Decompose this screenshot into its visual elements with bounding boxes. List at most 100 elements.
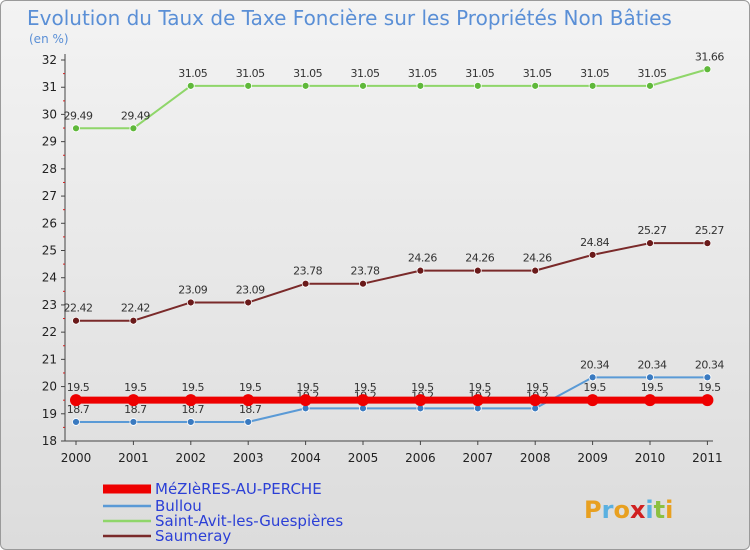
data-point [531, 81, 540, 90]
data-label: 20.34 [638, 358, 667, 371]
x-tick-label: 2010 [635, 451, 666, 465]
x-tick-label: 2001 [118, 451, 149, 465]
data-label: 25.27 [695, 224, 724, 237]
y-tick-label: 21 [42, 352, 57, 366]
y-tick-label: 28 [42, 162, 57, 176]
data-point [588, 81, 597, 90]
data-point [299, 394, 312, 407]
data-label: 18.7 [124, 403, 147, 416]
data-label: 19.5 [124, 381, 147, 394]
x-tick-label: 2003 [233, 451, 264, 465]
data-point [129, 124, 138, 133]
series-2: 18.718.718.718.719.219.219.219.219.220.3… [67, 358, 725, 426]
legend: MéZIèRES-AU-PERCHEBullouSaint-Avit-les-G… [103, 480, 343, 545]
y-tick-label: 26 [42, 216, 57, 230]
data-label: 23.09 [178, 283, 207, 296]
x-tick-label: 2000 [61, 451, 92, 465]
data-point [416, 81, 425, 90]
data-label: 29.49 [64, 109, 93, 122]
x-tick-label: 2002 [176, 451, 207, 465]
series-line [76, 376, 708, 423]
data-point [529, 394, 542, 407]
data-label: 25.27 [638, 224, 667, 237]
data-point [359, 81, 367, 90]
data-point [471, 394, 484, 407]
y-tick-label: 19 [42, 407, 57, 421]
series-3: 19.5 19.5 19.5 19.5 19.5 19.5 19.5 19.5 19.5 19.5… [67, 381, 722, 407]
data-point [301, 279, 310, 288]
y-tick-label: 24 [42, 271, 57, 285]
data-point [646, 373, 654, 382]
data-point [242, 394, 255, 407]
data-point [70, 394, 82, 407]
data-point [703, 65, 712, 74]
data-label: 19.5 [526, 381, 549, 394]
data-label: 31.05 [523, 67, 552, 80]
data-point [244, 81, 253, 90]
data-point [703, 373, 712, 382]
data-label: 23.09 [236, 283, 265, 296]
data-label: 22.42 [121, 302, 150, 315]
legend-label: MéZIèRES-AU-PERCHE [155, 480, 322, 498]
data-label: 20.34 [695, 358, 724, 371]
data-label: 31.05 [408, 67, 437, 80]
x-tick-label: 2005 [348, 451, 379, 465]
data-point [646, 239, 654, 248]
data-point [588, 373, 597, 382]
data-label: 29.49 [121, 109, 150, 122]
proxiti-wordmark: Proxiti [584, 496, 673, 524]
data-point [184, 394, 197, 407]
x-tick-label: 2008 [520, 451, 551, 465]
data-label: 31.05 [580, 67, 609, 80]
x-tick-label: 2011 [692, 451, 723, 465]
data-label: 19.5 [583, 381, 606, 394]
data-point [359, 279, 367, 288]
series-0: 29.49 29.49 31.05 31.05 31.05 31.05 31.05 31.05… [64, 50, 725, 133]
data-point [531, 266, 540, 275]
y-tick-label: 31 [42, 80, 57, 94]
data-point [644, 394, 656, 407]
data-label: 19.5 [296, 381, 319, 394]
data-label: 19.5 [354, 381, 377, 394]
data-point [473, 81, 482, 90]
x-tick-label: 2007 [463, 451, 494, 465]
data-label: 18.7 [239, 403, 262, 416]
axes: 18 19 20 21 22 23 24 25 26 27 28 29 30 31 32 2000 2001 20… [42, 53, 723, 465]
chart-title: Evolution du Taux de Taxe Foncière sur l… [27, 6, 672, 30]
data-point [129, 316, 138, 325]
data-point [129, 418, 138, 426]
y-tick-label: 29 [42, 135, 57, 149]
data-label: 19.5 [239, 381, 262, 394]
data-point [244, 418, 253, 426]
data-label: 31.05 [178, 67, 207, 80]
data-label: 31.66 [695, 50, 724, 63]
data-point [301, 81, 310, 90]
data-point [186, 418, 195, 426]
data-label: 19.5 [641, 381, 664, 394]
data-label: 24.26 [408, 252, 437, 265]
data-label: 19.5 [67, 381, 90, 394]
data-label: 19.5 [182, 381, 205, 394]
data-point [586, 394, 599, 407]
y-tick-label: 23 [42, 298, 57, 312]
data-label: 31.05 [351, 67, 380, 80]
data-label: 19.5 [698, 381, 721, 394]
y-tick-label: 32 [42, 53, 57, 67]
data-label: 31.05 [236, 67, 265, 80]
x-tick-label: 2009 [577, 451, 608, 465]
data-point [186, 81, 195, 90]
x-tick-label: 2006 [405, 451, 436, 465]
data-point [703, 239, 712, 248]
y-tick-label: 30 [42, 107, 57, 121]
series-line [76, 242, 708, 322]
data-label: 22.42 [64, 302, 93, 315]
data-point [416, 266, 425, 275]
data-label: 31.05 [465, 67, 494, 80]
data-point [186, 298, 195, 307]
data-label: 23.78 [293, 265, 322, 278]
y-tick-label: 22 [42, 325, 57, 339]
y-tick-label: 20 [42, 380, 57, 394]
data-point [72, 124, 80, 133]
